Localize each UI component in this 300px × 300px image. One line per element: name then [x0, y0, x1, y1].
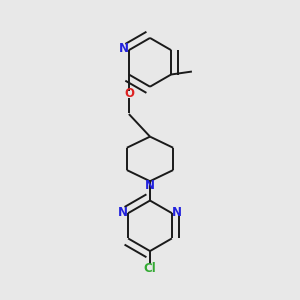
- Text: N: N: [118, 206, 128, 219]
- Text: Cl: Cl: [144, 262, 156, 275]
- Text: N: N: [172, 206, 182, 219]
- Text: N: N: [145, 179, 155, 192]
- Text: N: N: [118, 42, 128, 55]
- Text: O: O: [124, 87, 134, 100]
